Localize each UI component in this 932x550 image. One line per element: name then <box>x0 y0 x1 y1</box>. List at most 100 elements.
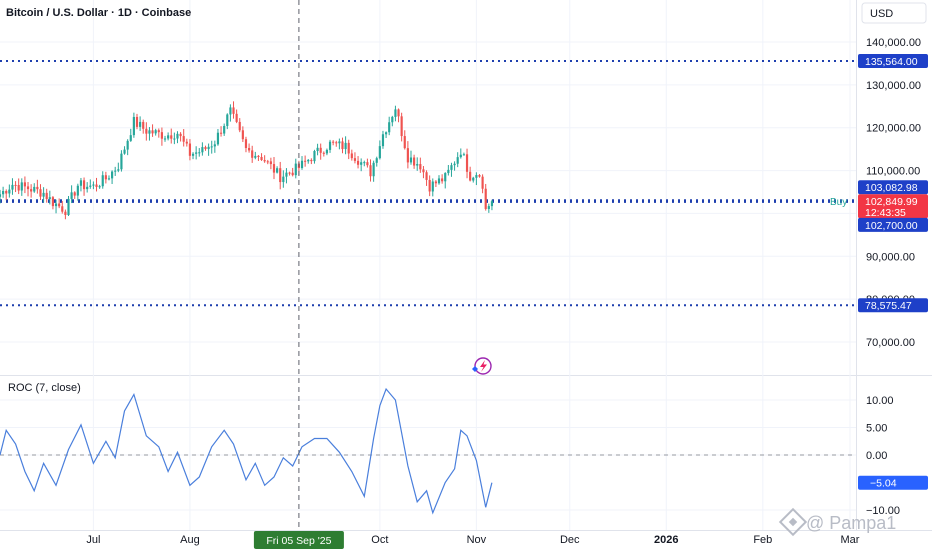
candle-body <box>223 125 226 134</box>
candle-body <box>120 153 123 170</box>
candle-body <box>266 161 269 163</box>
candle-body <box>157 130 160 133</box>
candle-body <box>98 186 101 188</box>
candle-body <box>95 184 98 187</box>
candle-body <box>366 162 369 166</box>
candle-body <box>282 176 285 183</box>
candle-body <box>61 206 64 212</box>
candle-body <box>170 135 173 139</box>
candle-body <box>447 169 450 174</box>
level-high-tag-bg <box>858 54 928 69</box>
level-mid-tag-bg <box>858 180 928 195</box>
candle-body <box>48 197 51 199</box>
candle-body <box>54 203 58 207</box>
level-low-mid-tag: 102,700.00 <box>865 220 918 232</box>
candle-body <box>441 178 444 182</box>
candle-body <box>167 135 170 139</box>
time-tick-label: Feb <box>753 534 772 546</box>
candle-body <box>363 162 366 164</box>
candle-body <box>422 169 425 173</box>
candle-body <box>42 192 45 197</box>
candle-body <box>260 156 263 161</box>
candle-body <box>0 194 2 197</box>
candle-body <box>198 152 201 154</box>
price-tick-label: 90,000.00 <box>866 251 915 263</box>
candlestick-series[interactable] <box>0 101 494 220</box>
candle-body <box>472 177 475 181</box>
candle-body <box>409 157 413 163</box>
candle-body <box>288 172 291 174</box>
candle-body <box>338 141 341 144</box>
candle-body <box>276 168 279 173</box>
candle-body <box>26 186 30 190</box>
candle-body <box>101 175 104 187</box>
candle-body <box>384 132 388 135</box>
candle-body <box>114 170 117 172</box>
candle-body <box>79 180 83 186</box>
candle-body <box>462 154 466 156</box>
candle-body <box>132 116 135 136</box>
candle-body <box>490 201 494 207</box>
candle-body <box>437 178 441 184</box>
candle-body <box>139 121 142 127</box>
candle-body <box>36 186 39 190</box>
candle-body <box>388 122 391 133</box>
candle-body <box>176 133 179 139</box>
candle-body <box>328 141 332 150</box>
candle-body <box>135 116 139 127</box>
price-tick-label: 120,000.00 <box>866 123 921 135</box>
candle-body <box>110 171 114 179</box>
level-low-tag-bg <box>858 298 928 313</box>
candle-body <box>207 146 210 150</box>
symbol-title[interactable]: Bitcoin / U.S. Dollar · 1D · Coinbase <box>6 7 191 19</box>
roc-tick-label: −10.00 <box>866 505 900 517</box>
candle-body <box>269 161 272 165</box>
candle-body <box>104 175 107 180</box>
candle-body <box>76 185 79 196</box>
candle-body <box>129 135 132 141</box>
candle-body <box>5 191 8 194</box>
candle-body <box>173 138 176 140</box>
candle-body <box>70 192 73 199</box>
candle-body <box>428 179 431 192</box>
candle-body <box>107 178 111 180</box>
candle-body <box>2 191 5 195</box>
candle-body <box>254 155 257 158</box>
candle-body <box>444 173 447 182</box>
candle-body <box>241 130 244 140</box>
watermark: @ Pampa1 <box>778 507 896 537</box>
candle-body <box>51 197 55 207</box>
roc-tick-label: 0.00 <box>866 450 887 462</box>
roc-title[interactable]: ROC (7, close) <box>8 382 81 394</box>
price-tick-label: 110,000.00 <box>866 166 920 178</box>
candle-body <box>375 158 378 163</box>
candle-body <box>73 192 76 196</box>
level-high-tag: 135,564.00 <box>865 56 918 68</box>
candle-body <box>58 203 61 207</box>
roc-line[interactable] <box>0 387 493 515</box>
candle-body <box>201 147 204 153</box>
candle-body <box>487 206 490 209</box>
candle-body <box>163 138 167 140</box>
currency-box[interactable] <box>861 2 927 24</box>
candle-body <box>425 172 428 180</box>
candle-body <box>304 160 307 162</box>
last-price-tag: 102,849.99 <box>865 196 918 208</box>
time-tick-label: Mar <box>841 534 860 546</box>
candle-body <box>481 176 484 189</box>
lightning-icon[interactable] <box>472 357 492 375</box>
candle-body <box>86 186 89 190</box>
candle-body <box>145 128 148 134</box>
candle-body <box>11 184 14 190</box>
candle-body <box>257 155 260 157</box>
candle-body <box>148 130 151 134</box>
candle-body <box>456 157 459 164</box>
candle-body <box>17 184 20 191</box>
countdown-label: 12:43:35 <box>865 207 906 219</box>
candle-body <box>247 148 251 151</box>
level-low-tag: 78,575.47 <box>865 300 912 312</box>
candle-body <box>160 132 163 139</box>
roc-last-tag: −5.04 <box>870 478 897 490</box>
candle-body <box>360 162 363 165</box>
